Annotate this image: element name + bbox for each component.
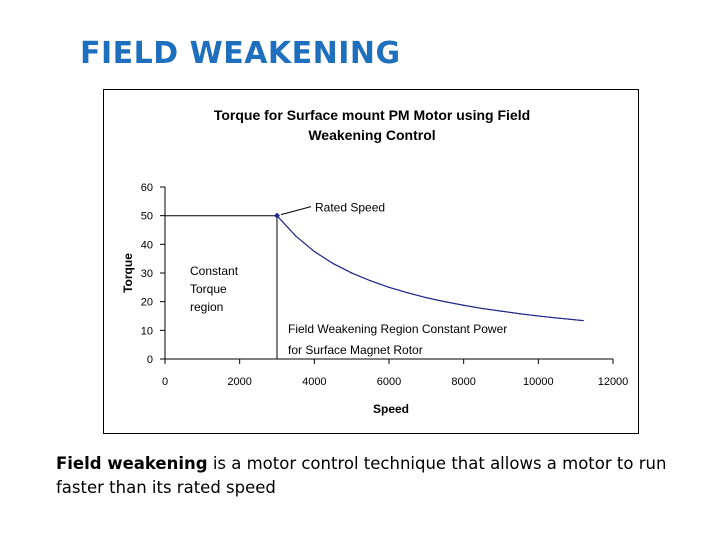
constant-torque-annotation: Constant (190, 264, 239, 278)
rated-speed-annotation: Rated Speed (315, 201, 385, 215)
x-tick-label: 8000 (451, 376, 475, 388)
x-tick-label: 2000 (227, 376, 251, 388)
chart-title-line: Weakening Control (308, 127, 435, 143)
field-weakening-curve (276, 215, 584, 322)
torque-data-point (164, 215, 166, 217)
rated-speed-marker (274, 212, 280, 219)
constant-torque-annotation: Torque (190, 282, 227, 296)
slide-title: FIELD WEAKENING (80, 36, 401, 71)
y-tick-label: 10 (141, 325, 153, 337)
caption-term: Field weakening (56, 454, 208, 473)
y-tick-label: 60 (141, 182, 153, 194)
rated-speed-arrow (280, 206, 312, 216)
field-weakening-annotation: Field Weakening Region Constant Power (288, 322, 507, 336)
x-tick-label: 10000 (523, 376, 554, 388)
chart-title-line: Torque for Surface mount PM Motor using … (214, 107, 530, 123)
x-tick-label: 0 (162, 376, 168, 388)
torque-speed-chart: Torque for Surface mount PM Motor using … (121, 107, 629, 416)
x-axis-label: Speed (373, 402, 409, 416)
field-weakening-annotation: for Surface Magnet Rotor (288, 343, 423, 357)
caption: Field weakening is a motor control techn… (56, 452, 696, 500)
x-tick-label: 12000 (598, 376, 629, 388)
y-axis-label: Torque (121, 253, 135, 293)
chart-frame: Torque for Surface mount PM Motor using … (103, 89, 639, 434)
caption-text: is a motor control technique that allows… (56, 454, 667, 497)
constant-torque-annotation: region (190, 300, 223, 314)
x-tick-label: 4000 (302, 376, 326, 388)
y-tick-label: 0 (147, 354, 153, 366)
x-tick-label: 6000 (377, 376, 401, 388)
y-tick-label: 40 (141, 239, 153, 251)
y-tick-label: 30 (141, 268, 153, 280)
y-tick-label: 50 (141, 211, 153, 223)
y-tick-label: 20 (141, 297, 153, 309)
